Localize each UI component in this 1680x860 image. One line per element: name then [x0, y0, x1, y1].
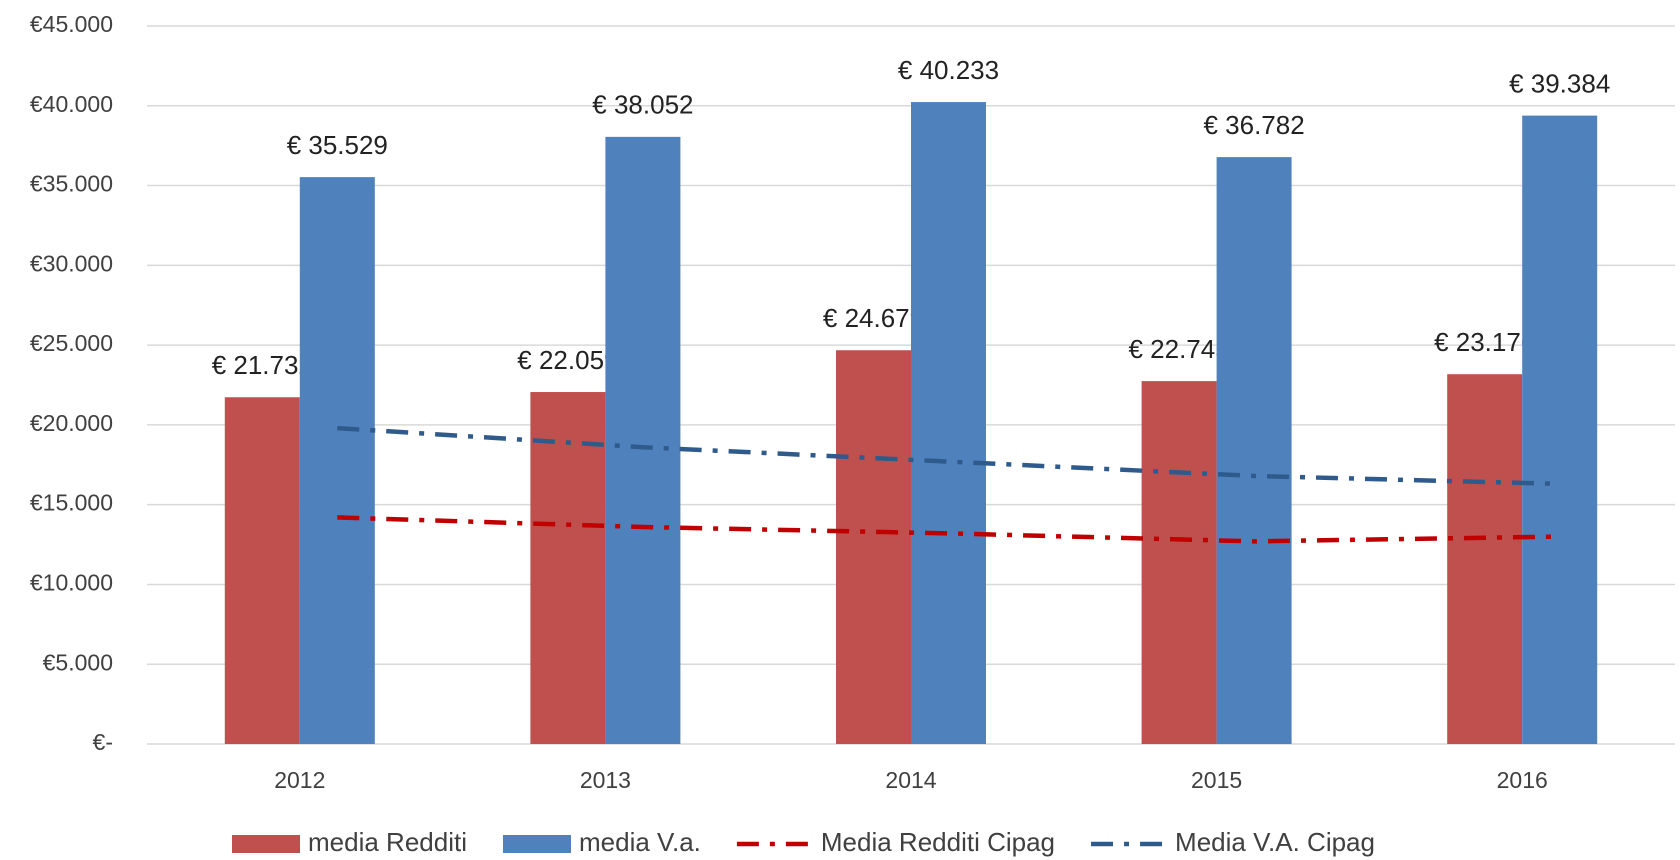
- y-tick-label: €35.000: [30, 171, 113, 197]
- y-tick-label: €25.000: [30, 330, 113, 356]
- line: [337, 425, 1560, 487]
- line: [337, 515, 1560, 544]
- bar: [1141, 381, 1217, 744]
- bar: [299, 177, 375, 745]
- y-tick-label: €15.000: [30, 490, 113, 516]
- x-tick-label: 2016: [1497, 767, 1548, 793]
- bar: [605, 136, 681, 745]
- legend-label: media V.a.: [579, 827, 701, 857]
- value-label: € 36.782: [1203, 110, 1304, 140]
- bar: [1447, 374, 1523, 744]
- y-tick-label: €40.000: [30, 91, 113, 117]
- x-tick-label: 2014: [885, 767, 936, 793]
- y-tick-label: €5.000: [43, 649, 113, 675]
- legend-swatch: [502, 835, 571, 853]
- value-label: € 35.529: [287, 130, 388, 160]
- value-label: € 39.384: [1509, 68, 1610, 98]
- legend-label: Media Redditi Cipag: [821, 827, 1055, 857]
- y-tick-label: €10.000: [30, 570, 113, 596]
- value-label: € 21.732: [212, 350, 313, 380]
- bar: [911, 102, 986, 745]
- value-label: € 40.233: [898, 55, 999, 85]
- x-tick-label: 2012: [274, 767, 325, 793]
- y-tick-label: €-: [93, 729, 113, 755]
- x-tick-label: 2013: [580, 767, 631, 793]
- value-label: € 22.745: [1128, 334, 1229, 364]
- legend-swatch: [232, 835, 300, 853]
- value-label: € 23.176: [1434, 327, 1535, 357]
- value-label: € 24.679: [823, 303, 924, 333]
- y-tick-label: €20.000: [30, 410, 113, 436]
- legend-label: media Redditi: [308, 827, 467, 857]
- bar: [836, 350, 911, 744]
- bar: [530, 392, 606, 744]
- y-tick-label: €30.000: [30, 250, 113, 276]
- value-label: € 22.059: [517, 345, 618, 375]
- bar: [224, 397, 300, 744]
- bar: [1216, 157, 1292, 745]
- x-tick-label: 2015: [1191, 767, 1242, 793]
- value-label: € 38.052: [592, 90, 693, 120]
- legend-label: Media V.A. Cipag: [1175, 827, 1375, 857]
- bar: [1522, 115, 1598, 745]
- y-tick-label: €45.000: [30, 11, 113, 37]
